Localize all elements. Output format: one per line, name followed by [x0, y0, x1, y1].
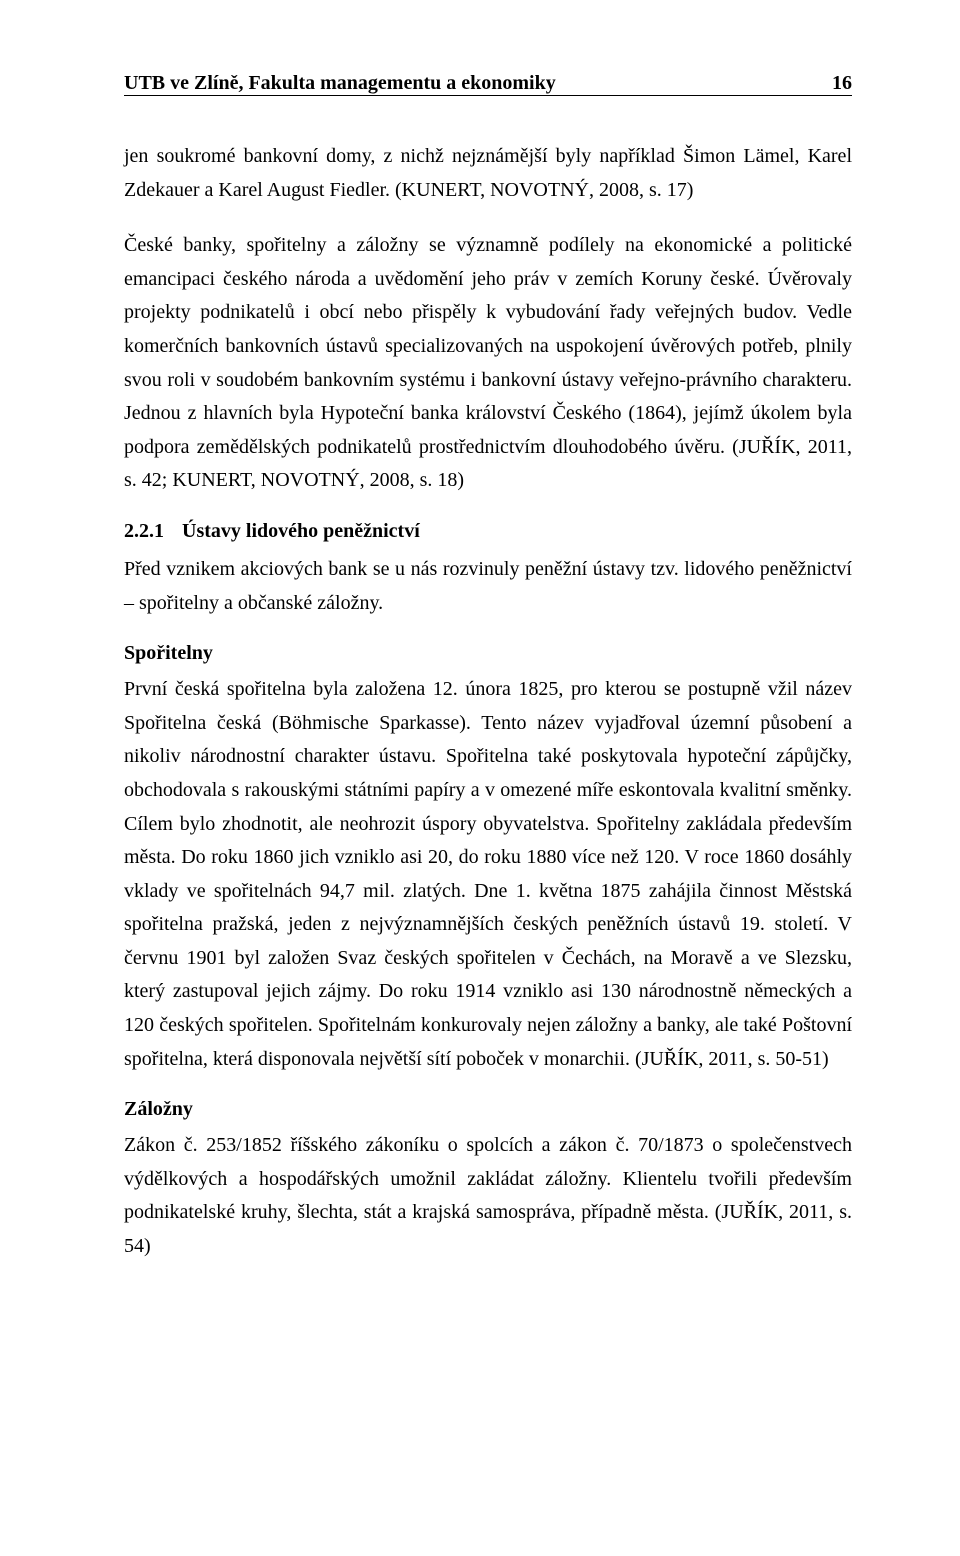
body-paragraph-2: České banky, spořitelny a záložny se výz… — [124, 229, 852, 498]
body-paragraph-sporitelny: První česká spořitelna byla založena 12.… — [124, 673, 852, 1076]
document-page: UTB ve Zlíně, Fakulta managementu a ekon… — [0, 0, 960, 1556]
subheading-2-2-1: 2.2.1 Ústavy lidového peněžnictví — [124, 520, 852, 543]
subheading-number: 2.2.1 — [124, 520, 164, 543]
body-paragraph-3: Před vznikem akciových bank se u nás roz… — [124, 553, 852, 620]
run-heading-sporitelny: Spořitelny — [124, 642, 852, 665]
body-paragraph-1: jen soukromé bankovní domy, z nichž nejz… — [124, 140, 852, 207]
running-header: UTB ve Zlíně, Fakulta managementu a ekon… — [124, 72, 852, 96]
body-paragraph-zalozny: Zákon č. 253/1852 říšského zákoníku o sp… — [124, 1129, 852, 1263]
run-heading-zalozny: Záložny — [124, 1098, 852, 1121]
header-page-number: 16 — [832, 72, 852, 95]
subheading-title: Ústavy lidového peněžnictví — [182, 520, 420, 543]
header-left-text: UTB ve Zlíně, Fakulta managementu a ekon… — [124, 72, 556, 95]
